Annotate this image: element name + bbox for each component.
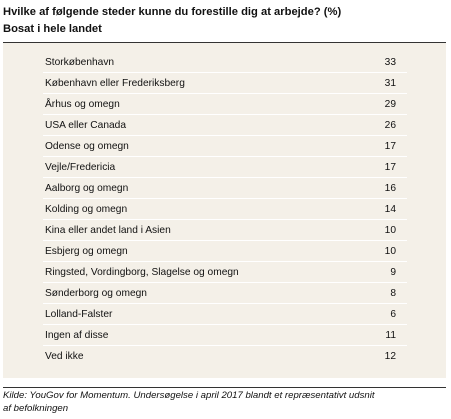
table-row: Esbjerg og omegn 10 (43, 241, 407, 262)
row-label: Sønderborg og omegn (45, 287, 147, 299)
row-label: Esbjerg og omegn (45, 245, 128, 257)
row-value: 17 (384, 161, 396, 173)
table-row: Odense og omegn 17 (43, 136, 407, 157)
row-label: Ingen af disse (45, 329, 109, 341)
source-line-1: Kilde: YouGov for Momentum. Undersøgelse… (3, 390, 375, 401)
table-subtitle: Bosat i hele landet (3, 22, 102, 35)
top-rule (3, 42, 446, 43)
row-label: Vejle/Fredericia (45, 161, 116, 173)
row-label: Kolding og omegn (45, 203, 128, 215)
row-label: Storkøbenhavn (45, 56, 115, 68)
table-row: USA eller Canada 26 (43, 115, 407, 136)
table-row: Ingen af disse 11 (43, 325, 407, 346)
table-title-block: Hvilke af følgende steder kunne du fores… (3, 4, 448, 37)
table-row: Kolding og omegn 14 (43, 199, 407, 220)
row-value: 31 (384, 77, 396, 89)
source-note: Kilde: YouGov for Momentum. Undersøgelse… (3, 390, 451, 415)
bottom-rule (3, 387, 446, 388)
table-row: København eller Frederiksberg 31 (43, 73, 407, 94)
row-value: 12 (384, 350, 396, 362)
row-value: 26 (384, 119, 396, 131)
row-value: 33 (384, 56, 396, 68)
table-row: Kina eller andet land i Asien 10 (43, 220, 407, 241)
row-value: 17 (384, 140, 396, 152)
row-value: 9 (390, 266, 396, 278)
row-label: Aalborg og omegn (45, 182, 129, 194)
table-row: Aalborg og omegn 16 (43, 178, 407, 199)
row-value: 16 (384, 182, 396, 194)
row-value: 14 (384, 203, 396, 215)
row-label: Århus og omegn (45, 98, 120, 110)
table-row: Århus og omegn 29 (43, 94, 407, 115)
row-label: Ved ikke (45, 350, 84, 362)
row-value: 29 (384, 98, 396, 110)
results-table: Storkøbenhavn 33 København eller Frederiks… (43, 52, 407, 366)
table-row: Storkøbenhavn 33 (43, 52, 407, 73)
row-value: 8 (390, 287, 396, 299)
table-row: Ringsted, Vordingborg, Slagelse og omegn… (43, 262, 407, 283)
row-label: Odense og omegn (45, 140, 129, 152)
row-label: USA eller Canada (45, 119, 126, 131)
row-value: 6 (390, 308, 396, 320)
row-label: Lolland-Falster (45, 308, 113, 320)
row-value: 10 (384, 245, 396, 257)
table-panel: Storkøbenhavn 33 København eller Frederiks… (3, 42, 446, 378)
table-row: Vejle/Fredericia 17 (43, 157, 407, 178)
row-value: 11 (385, 329, 396, 341)
row-label: Ringsted, Vordingborg, Slagelse og omegn (45, 266, 239, 278)
source-line-2: af befolkningen (3, 402, 69, 414)
table-title: Hvilke af følgende steder kunne du fores… (3, 6, 342, 18)
row-label: Kina eller andet land i Asien (45, 224, 171, 236)
row-label: København eller Frederiksberg (45, 77, 185, 89)
table-row: Sønderborg og omegn 8 (43, 283, 407, 304)
table-row: Ved ikke 12 (43, 346, 407, 366)
table-row: Lolland-Falster 6 (43, 304, 407, 325)
row-value: 10 (384, 224, 396, 236)
